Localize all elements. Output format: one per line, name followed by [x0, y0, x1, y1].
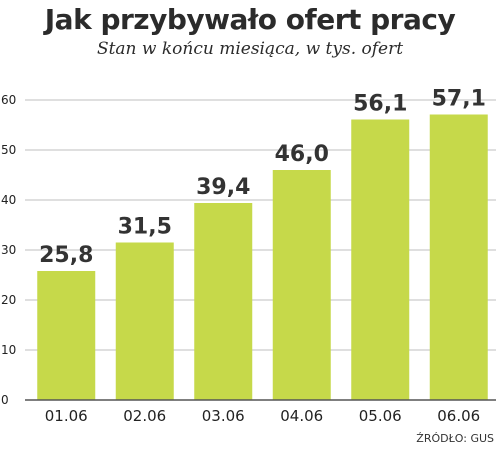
x-tick-label: 02.06 — [123, 407, 166, 425]
value-label: 39,4 — [196, 175, 250, 200]
y-axis-ticks: 0 10 20 30 40 50 60 — [1, 93, 16, 407]
chart-title: Jak przybywało ofert pracy — [44, 3, 456, 36]
x-tick-label: 04.06 — [280, 407, 323, 425]
gridlines — [25, 99, 496, 351]
value-label: 31,5 — [118, 215, 172, 240]
x-tick-label: 05.06 — [359, 407, 402, 425]
source-note: ŹRÓDŁO: GUS — [416, 432, 494, 445]
y-tick-label: 10 — [1, 343, 16, 357]
bar-03.06 — [194, 203, 253, 400]
bar-02.06 — [115, 242, 174, 400]
bar-01.06 — [37, 271, 96, 400]
bar-06.06 — [429, 114, 488, 400]
y-tick-label: 30 — [1, 243, 16, 257]
value-label: 56,1 — [353, 92, 407, 117]
y-tick-label: 40 — [1, 193, 16, 207]
y-tick-label: 0 — [1, 393, 9, 407]
y-tick-label: 20 — [1, 293, 16, 307]
y-tick-label: 60 — [1, 93, 16, 107]
bar-04.06 — [272, 170, 331, 400]
x-tick-label: 03.06 — [202, 407, 245, 425]
value-label: 25,8 — [39, 243, 93, 268]
value-label: 46,0 — [275, 142, 329, 167]
value-labels: 25,8 31,5 39,4 46,0 56,1 57,1 — [39, 87, 486, 269]
bar-05.06 — [351, 119, 410, 400]
value-label: 57,1 — [432, 87, 486, 112]
x-tick-label: 06.06 — [437, 407, 480, 425]
chart-subtitle: Stan w końcu miesiąca, w tys. ofert — [96, 39, 404, 59]
bars — [37, 114, 488, 400]
x-tick-label: 01.06 — [45, 407, 88, 425]
x-axis-ticks: 01.06 02.06 03.06 04.06 05.06 06.06 — [45, 407, 480, 425]
y-tick-label: 50 — [1, 143, 16, 157]
